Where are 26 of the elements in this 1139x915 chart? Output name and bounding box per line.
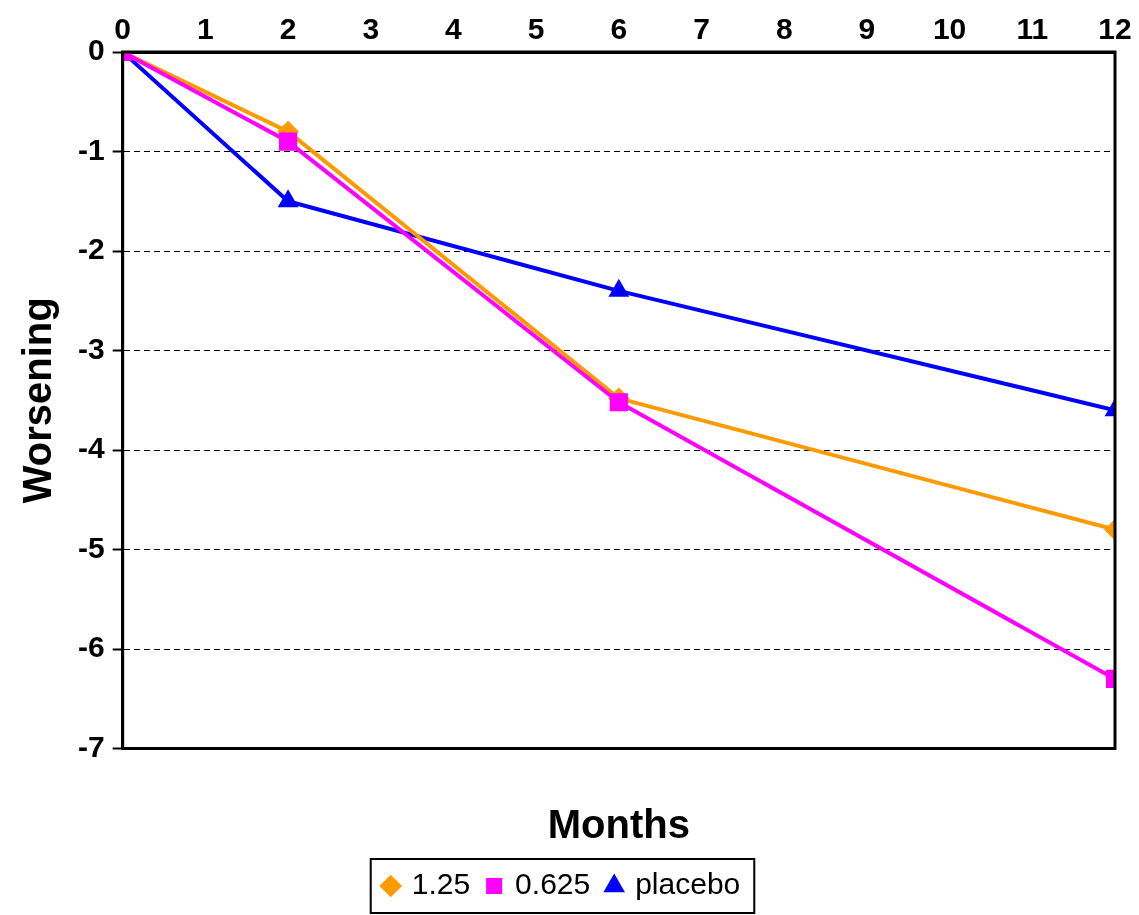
y-tick-label: -4 [77, 431, 105, 465]
legend-label: placebo [635, 867, 741, 901]
y-tick-label: -3 [77, 331, 105, 365]
y-tick-label: -2 [77, 232, 105, 266]
y-tick-label: -6 [77, 630, 105, 664]
x-tick-label: 4 [445, 12, 463, 46]
legend-label: 1.25 [411, 867, 471, 901]
x-tick-label: 7 [693, 12, 710, 46]
x-tick-label: 8 [775, 12, 793, 46]
x-tick-label: 9 [858, 12, 876, 46]
x-tick-label: 10 [932, 12, 967, 46]
x-tick-label: 6 [610, 12, 628, 46]
x-axis-title: Months [547, 801, 690, 846]
x-tick-label: 11 [1016, 12, 1049, 46]
x-tick-label: 0 [114, 12, 132, 46]
legend-label: 0.625 [515, 867, 591, 901]
x-tick-label: 1 [197, 12, 214, 46]
x-tick-label: 3 [362, 12, 380, 46]
y-tick-label: 0 [87, 33, 105, 67]
y-axis-title: Worsening [15, 297, 60, 504]
x-tick-label: 2 [279, 12, 297, 46]
x-tick-label: 5 [527, 12, 545, 46]
y-tick-label: -7 [77, 729, 105, 763]
y-tick-label: -1 [77, 132, 105, 166]
y-tick-label: -5 [77, 530, 105, 564]
x-tick-label: 12 [1098, 12, 1132, 46]
